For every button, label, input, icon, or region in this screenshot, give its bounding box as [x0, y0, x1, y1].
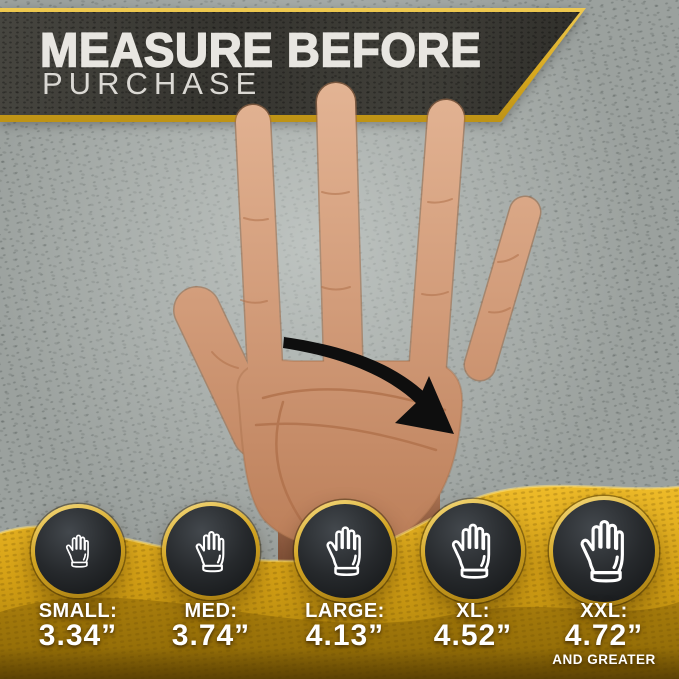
size-circle [294, 500, 396, 602]
size-circle [421, 499, 525, 603]
glove-icon [447, 521, 498, 581]
glove-icon [63, 533, 94, 569]
glove-icon [575, 517, 633, 585]
size-item-xxl: XXL: 4.72” AND GREATER [529, 0, 679, 679]
size-value: 4.72” [564, 619, 644, 652]
size-value: 4.52” [433, 619, 513, 652]
title-banner: MEASURE BEFORE PURCHASE [0, 0, 600, 130]
size-circle-face [35, 508, 121, 594]
size-item-med: MED: 3.74” [136, 0, 286, 679]
banner-panel [0, 12, 580, 115]
size-item-small: SMALL: 3.34” [3, 0, 153, 679]
size-circle-face [166, 506, 256, 596]
size-circle [549, 496, 659, 606]
size-value: 3.34” [38, 619, 118, 652]
banner-subtitle: PURCHASE [42, 66, 263, 101]
size-circle [31, 504, 125, 598]
size-note: AND GREATER [552, 652, 656, 667]
size-circle-face [553, 500, 655, 602]
banner-gold-frame: MEASURE BEFORE PURCHASE [0, 8, 586, 122]
glove-icon [192, 529, 231, 574]
glove-icon [322, 524, 368, 578]
size-circle-face [425, 503, 521, 599]
size-value: 3.74” [171, 619, 251, 652]
size-circle [162, 502, 260, 600]
size-circle-face [298, 504, 392, 598]
banner-title: MEASURE BEFORE [39, 22, 482, 78]
size-item-xl: XL: 4.52” [398, 0, 548, 679]
